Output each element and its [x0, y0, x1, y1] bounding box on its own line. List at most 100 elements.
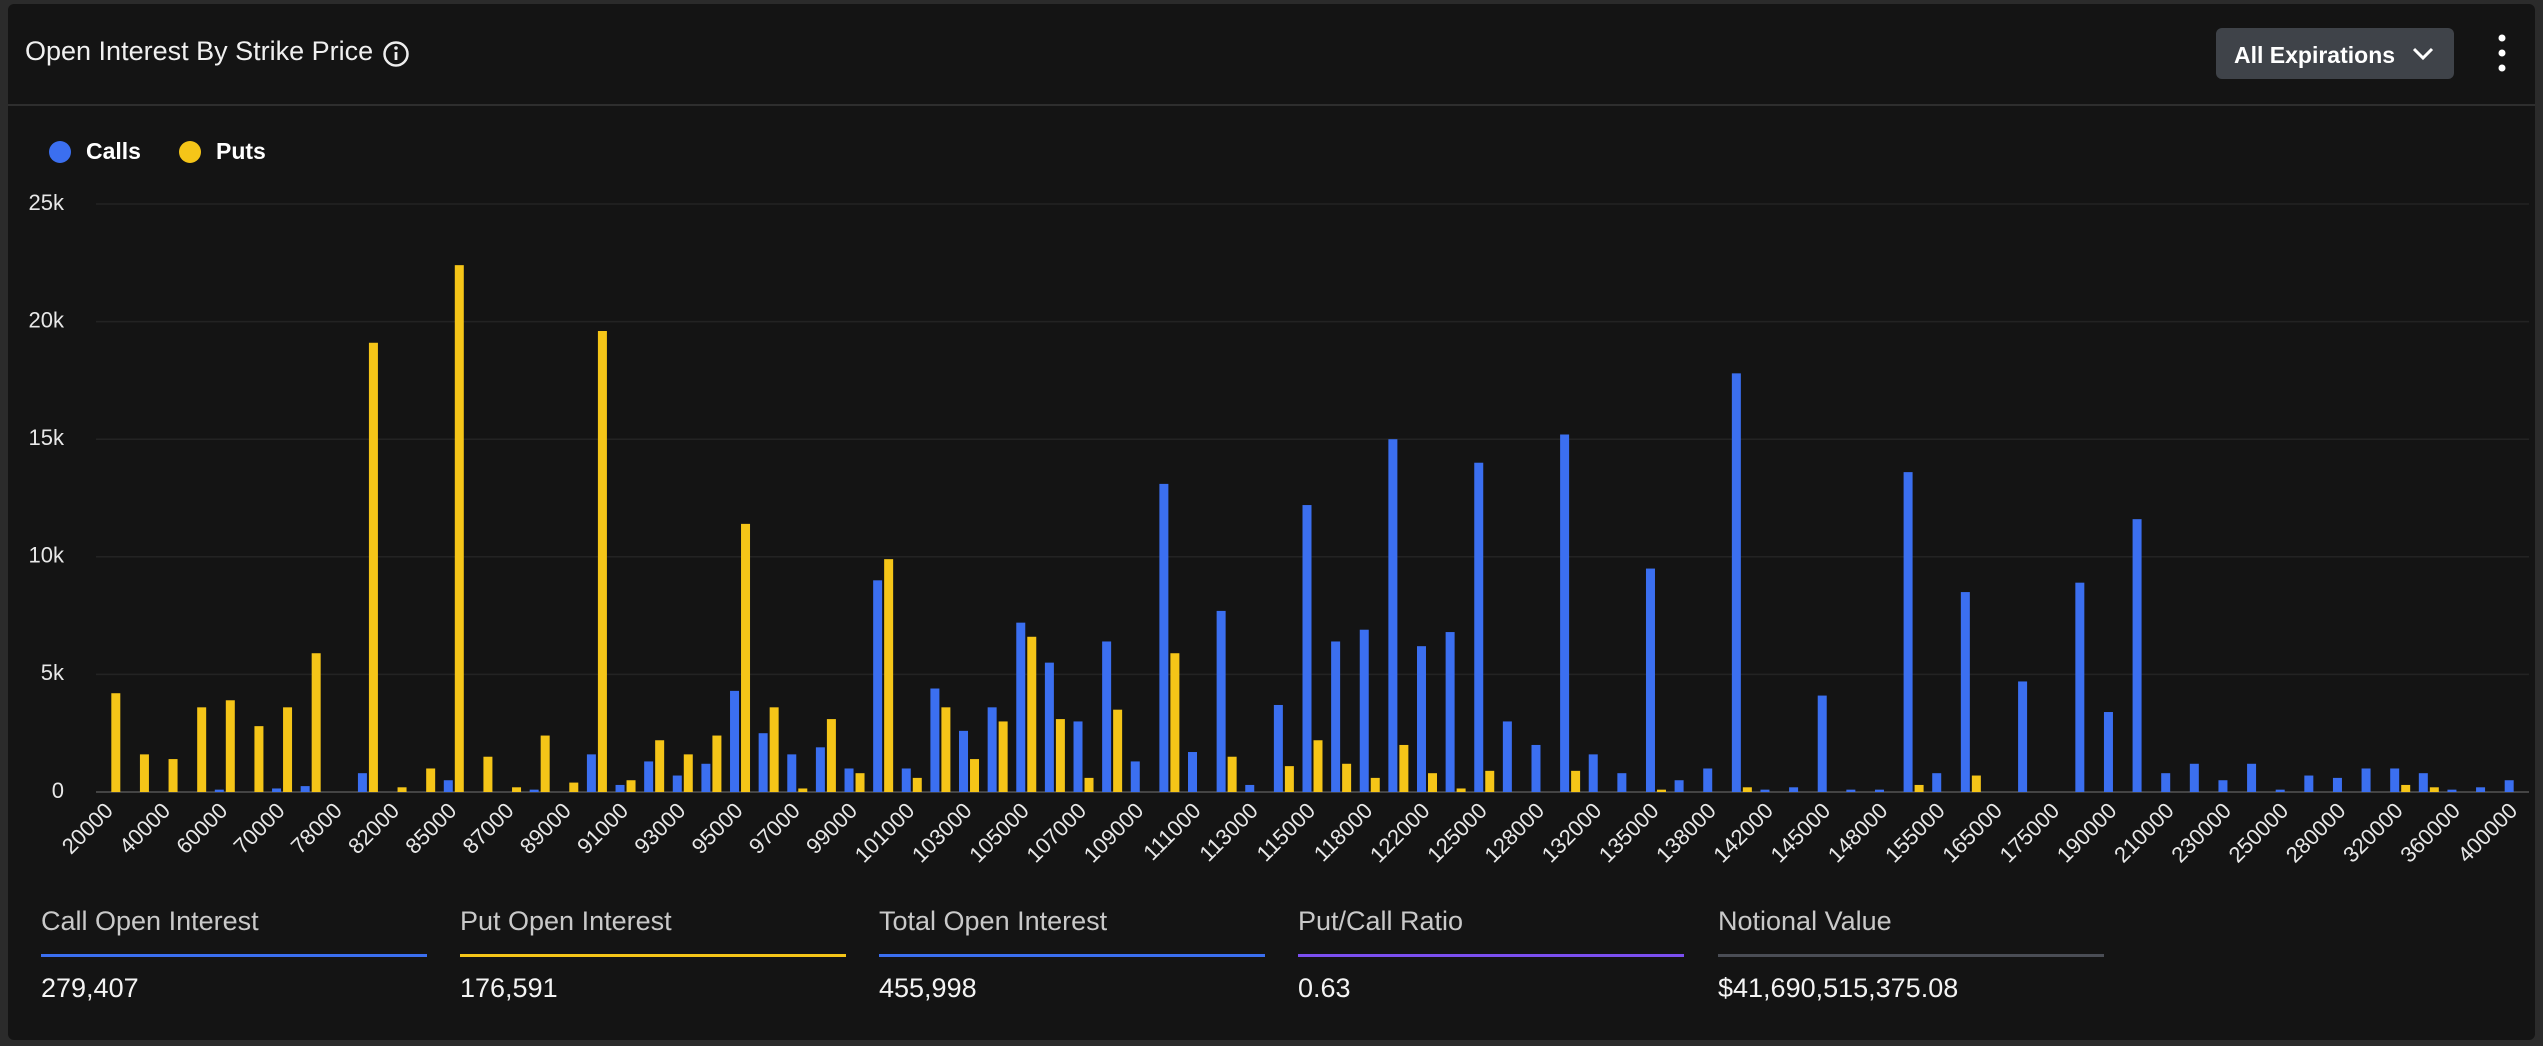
stat-label: Call Open Interest	[41, 906, 259, 936]
stat-value: $41,690,515,375.08	[1718, 973, 1959, 1003]
x-tick-label: 91000	[572, 798, 633, 859]
x-tick-label: 230000	[2166, 798, 2236, 868]
bar	[454, 265, 464, 793]
x-tick-label: 101000	[850, 798, 920, 868]
bar	[1313, 740, 1323, 792]
bar	[1284, 766, 1294, 792]
x-tick-label: 20000	[57, 798, 118, 859]
x-tick-label: 113000	[1194, 798, 1262, 866]
info-icon[interactable]	[382, 40, 410, 68]
x-tick-label: 85000	[400, 798, 461, 859]
x-tick-label: 135000	[1594, 798, 1664, 868]
x-tick-label: 165000	[1937, 798, 2007, 868]
x-tick-label: 280000	[2281, 798, 2351, 868]
bar	[426, 768, 436, 792]
bar	[2401, 784, 2411, 792]
stat-value: 279,407	[41, 973, 139, 1003]
stat: Total Open Interest 455,998	[879, 906, 1265, 1004]
bar	[529, 789, 539, 792]
bar	[1903, 472, 1913, 792]
bar	[987, 707, 997, 792]
x-tick-label: 97000	[744, 798, 805, 859]
bar	[1703, 768, 1713, 792]
stat: Put/Call Ratio 0.63	[1298, 906, 1684, 1004]
bar	[1245, 784, 1255, 792]
bar	[1216, 610, 1226, 792]
x-tick-label: 109000	[1079, 798, 1149, 868]
bar	[300, 786, 310, 792]
stat-value: 0.63	[1298, 973, 1351, 1003]
y-tick-label: 10k	[29, 543, 65, 568]
bar	[443, 780, 453, 792]
bar	[1044, 662, 1054, 792]
stat-underline	[1298, 954, 1684, 957]
bar	[1055, 719, 1065, 792]
bar	[1571, 770, 1581, 792]
stat: Notional Value $41,690,515,375.08	[1718, 906, 2104, 1004]
bar	[2247, 763, 2257, 792]
bar	[1188, 752, 1198, 792]
chevron	[2412, 47, 2434, 61]
bar	[1485, 770, 1495, 792]
x-tick-label: 115000	[1252, 798, 1320, 866]
x-tick-label: 145000	[1766, 798, 1836, 868]
bar	[1102, 641, 1112, 792]
bar	[2361, 768, 2371, 792]
expiration-dropdown[interactable]: All Expirations	[2216, 28, 2454, 79]
bar	[1170, 653, 1180, 792]
stat-value: 176,591	[460, 973, 558, 1003]
bar	[1874, 789, 1884, 792]
bar	[626, 780, 636, 792]
bar	[615, 784, 625, 792]
x-tick-label: 122000	[1365, 798, 1435, 868]
bar	[311, 653, 321, 792]
legend-label: Calls	[86, 138, 141, 164]
bar	[712, 735, 722, 792]
bar	[970, 759, 980, 792]
bar	[1388, 439, 1398, 792]
bar	[283, 707, 293, 792]
card: Open Interest By Strike Price All Expira…	[8, 4, 2535, 1040]
bar	[2332, 777, 2342, 792]
bar	[1227, 756, 1237, 792]
bar	[569, 782, 579, 792]
stat-label: Put/Call Ratio	[1298, 906, 1464, 936]
stat-label: Put Open Interest	[460, 906, 672, 936]
bar	[930, 688, 940, 792]
bar	[368, 342, 378, 792]
bar	[357, 773, 367, 792]
x-tick-label: 70000	[229, 798, 290, 859]
bar	[1016, 622, 1026, 792]
bar	[2161, 773, 2171, 792]
bar	[1084, 777, 1094, 792]
bar	[2189, 763, 2199, 792]
bar	[855, 773, 865, 792]
y-tick-label: 25k	[29, 190, 65, 215]
bar	[512, 787, 522, 792]
y-tick-label: 15k	[29, 425, 65, 450]
stat-value: 455,998	[879, 973, 977, 1003]
bar	[1846, 789, 1856, 792]
bar	[655, 740, 665, 792]
x-tick-label: 360000	[2395, 798, 2465, 868]
bar	[741, 523, 751, 792]
bar	[1617, 773, 1627, 792]
x-tick-label: 87000	[458, 798, 519, 859]
bar	[2304, 775, 2314, 792]
bar	[1130, 761, 1140, 792]
bar	[1502, 721, 1512, 792]
bar	[873, 580, 883, 792]
bar	[1027, 636, 1037, 792]
bar	[815, 747, 825, 792]
title: Open Interest By Strike Price	[25, 36, 374, 66]
legend-marker	[49, 141, 71, 163]
bar	[1789, 787, 1799, 792]
bar	[1370, 777, 1380, 792]
bar	[1817, 695, 1827, 792]
bar	[586, 754, 596, 792]
menu-button[interactable]	[2494, 32, 2510, 76]
bar	[2429, 787, 2439, 792]
bar	[254, 726, 264, 792]
bar	[1932, 773, 1942, 792]
